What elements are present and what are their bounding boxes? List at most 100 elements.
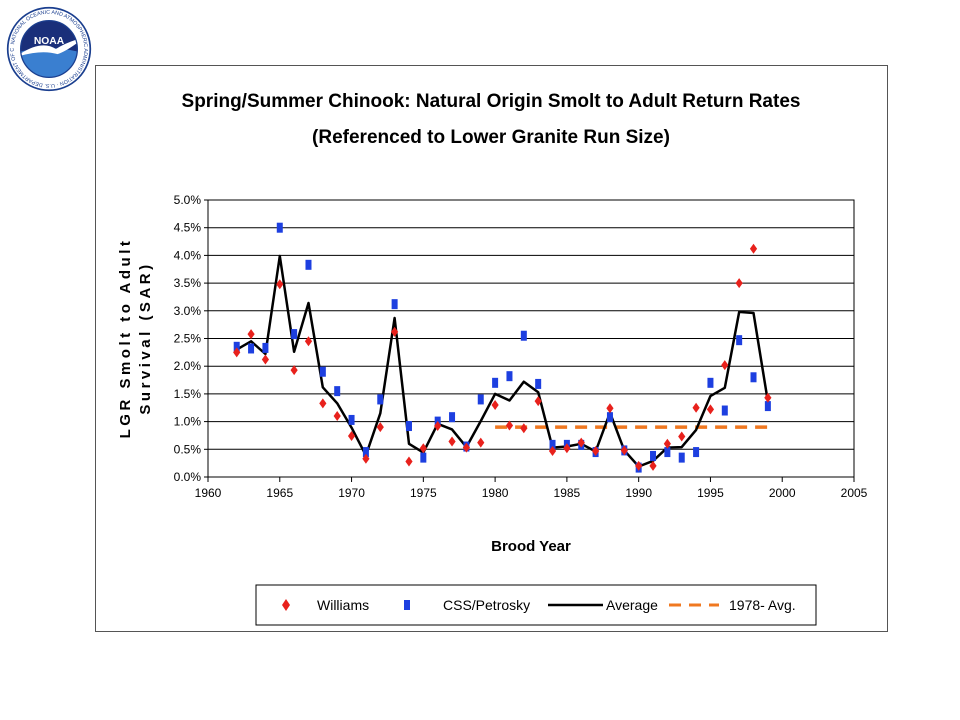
css-petrosky-point	[319, 366, 326, 377]
y-axis-title-line1: LGR Smolt to Adult	[117, 238, 134, 439]
williams-point	[577, 437, 585, 448]
williams-point	[304, 336, 313, 347]
css-petrosky-point	[449, 412, 456, 423]
williams-point	[347, 431, 356, 442]
williams-point	[362, 453, 370, 464]
y-axis-title-line2: Survival (SAR)	[137, 261, 154, 414]
williams-point	[534, 396, 542, 407]
y-tick-label: 0.5%	[174, 442, 202, 456]
williams-point	[706, 404, 715, 415]
legend-css-label: CSS/Petrosky	[443, 597, 530, 613]
x-tick-label: 1990	[625, 486, 652, 500]
css-petrosky-point	[764, 401, 771, 412]
williams-point	[764, 392, 772, 403]
williams-point	[405, 456, 413, 467]
williams-point	[620, 445, 628, 456]
css-petrosky-point	[549, 439, 556, 450]
williams-point	[434, 421, 442, 432]
x-tick-labels: 1960 1965 1970 1975 1980 1985 1990 1995 2000 2005	[195, 486, 868, 500]
css-petrosky-point	[535, 378, 542, 389]
y-tick-label: 3.5%	[174, 276, 202, 290]
css-petrosky-point	[506, 371, 513, 382]
williams-point	[491, 399, 499, 410]
y-tick-label: 2.0%	[174, 359, 202, 373]
logo-text: NOAA	[34, 36, 65, 47]
css-petrosky-point	[693, 447, 700, 458]
williams-point	[247, 329, 255, 340]
x-tick-label: 2000	[769, 486, 796, 500]
williams-point	[678, 431, 686, 442]
series-layer	[233, 222, 772, 473]
y-tick-label: 4.0%	[174, 248, 202, 262]
x-tick-marks	[207, 477, 855, 482]
williams-point	[505, 420, 514, 431]
css-petrosky-point	[750, 372, 757, 383]
williams-point	[376, 422, 384, 433]
williams-point	[276, 279, 284, 290]
x-tick-label: 1995	[697, 486, 724, 500]
css-petrosky-point	[707, 377, 714, 388]
chart-frame: Spring/Summer Chinook: Natural Origin Sm…	[95, 65, 888, 632]
css-petrosky-point	[348, 414, 355, 425]
legend-1978-label: 1978- Avg.	[729, 597, 796, 613]
css-petrosky-point	[606, 412, 613, 423]
williams-point	[448, 436, 456, 447]
legend: Williams CSS/Petrosky Average 1978- Avg.	[255, 584, 817, 626]
williams-point	[419, 443, 427, 454]
williams-point	[548, 445, 557, 456]
williams-point	[391, 326, 399, 337]
williams-point	[563, 443, 571, 454]
css-petrosky-point	[262, 342, 269, 353]
williams-point	[592, 445, 600, 456]
y-tick-label: 1.0%	[174, 415, 202, 429]
css-petrosky-point	[362, 447, 369, 458]
x-tick-label: 1960	[195, 486, 222, 500]
williams-point	[721, 360, 729, 371]
williams-point	[749, 243, 758, 254]
chart: Spring/Summer Chinook: Natural Origin Sm…	[117, 91, 868, 626]
legend-williams-label: Williams	[317, 597, 369, 613]
x-tick-label: 1970	[338, 486, 365, 500]
williams-point	[692, 402, 700, 413]
css-petrosky-point	[405, 421, 412, 432]
x-tick-label: 1980	[482, 486, 509, 500]
williams-point	[663, 438, 671, 449]
css-petrosky-point	[678, 452, 685, 463]
css-petrosky-point	[420, 452, 427, 463]
x-axis-title: Brood Year	[491, 538, 571, 555]
y-tick-label: 5.0%	[174, 193, 202, 207]
williams-point	[233, 347, 241, 358]
css-petrosky-point	[276, 222, 283, 233]
css-petrosky-point	[391, 299, 398, 310]
y-tick-labels: 0.0% 0.5% 1.0% 1.5% 2.0% 2.5% 3.0% 3.5% 4.0% 4.5%…	[174, 193, 202, 484]
css-petrosky-point	[664, 447, 671, 458]
y-tick-label: 2.5%	[174, 332, 202, 346]
y-tick-label: 0.0%	[174, 470, 202, 484]
williams-point	[520, 423, 528, 434]
y-tick-label: 1.5%	[174, 387, 202, 401]
williams-point	[606, 403, 614, 414]
css-petrosky-point	[248, 343, 255, 354]
logo-inner-bottom	[20, 48, 78, 78]
chart-subtitle: (Referenced to Lower Granite Run Size)	[312, 127, 670, 148]
x-tick-label: 1985	[554, 486, 581, 500]
average-line	[236, 254, 770, 468]
css-petrosky-point	[650, 450, 657, 461]
x-tick-label: 1975	[410, 486, 437, 500]
logo-bird-icon	[20, 36, 78, 58]
legend-williams-marker	[282, 599, 290, 611]
css-petrosky-point	[233, 341, 240, 352]
gridlines	[204, 199, 854, 478]
css-petrosky-point	[334, 386, 341, 397]
x-tick-label: 1965	[266, 486, 293, 500]
css-petrosky-point	[736, 335, 743, 346]
williams-point	[477, 437, 485, 448]
williams-point	[649, 460, 657, 471]
css-petrosky-point	[520, 330, 527, 341]
css-petrosky-point	[477, 394, 484, 405]
css-petrosky-point	[377, 394, 384, 405]
x-tick-label: 2005	[841, 486, 868, 500]
legend-average-label: Average	[606, 597, 658, 613]
noaa-logo: NATIONAL OCEANIC AND ATMOSPHERIC ADMINIS…	[6, 6, 92, 92]
css-petrosky-point	[305, 259, 312, 270]
